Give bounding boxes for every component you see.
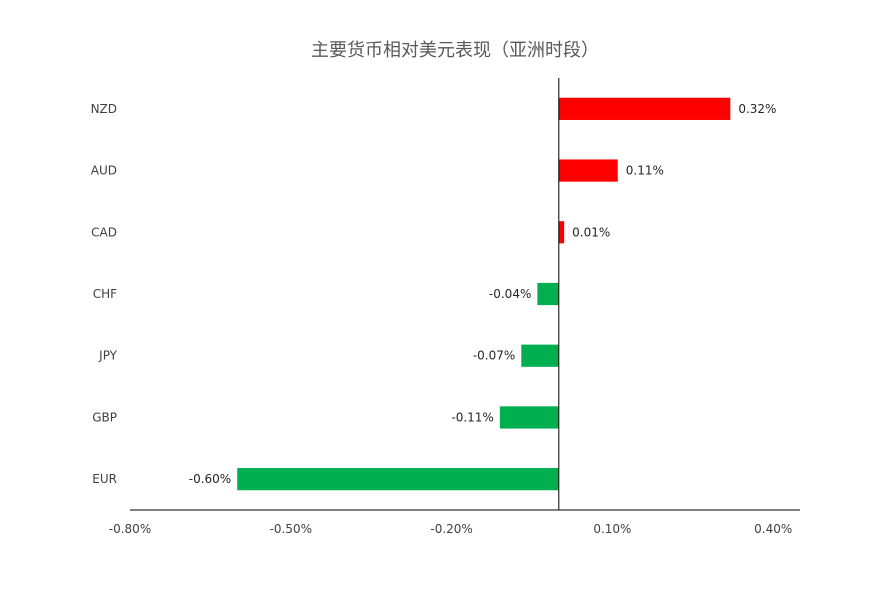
data-label-jpy: -0.07% — [473, 349, 515, 363]
category-label-gbp: GBP — [92, 410, 117, 424]
chart-title: 主要货币相对美元表现（亚洲时段） — [311, 40, 599, 61]
x-tick-label: 0.10% — [593, 522, 631, 536]
data-labels-group: 0.32% 0.11% 0.01% -0.04% -0.07% -0.11% -0.60% — [189, 102, 777, 486]
category-label-eur: EUR — [92, 472, 117, 486]
category-label-cad: CAD — [91, 225, 117, 239]
bars-group — [237, 97, 731, 491]
category-label-nzd: NZD — [91, 102, 117, 116]
data-label-gbp: -0.11% — [451, 410, 493, 424]
category-label-chf: CHF — [93, 287, 117, 301]
data-label-cad: 0.01% — [572, 225, 610, 239]
x-tick-label: -0.20% — [430, 522, 472, 536]
bar-cad — [558, 221, 565, 244]
bar-aud — [558, 159, 618, 182]
data-label-aud: 0.11% — [626, 164, 664, 178]
category-labels-group: NZD AUD CAD CHF JPY GBP EUR — [91, 102, 118, 486]
bar-gbp — [499, 406, 559, 429]
bar-eur — [237, 468, 559, 491]
x-tick-label: -0.80% — [109, 522, 151, 536]
tick-labels-group: -0.80% -0.50% -0.20% 0.10% 0.40% — [109, 522, 792, 536]
data-label-eur: -0.60% — [189, 472, 231, 486]
bar-nzd — [558, 97, 731, 120]
x-tick-label: 0.40% — [754, 522, 792, 536]
axes-group — [130, 78, 800, 511]
data-label-chf: -0.04% — [489, 287, 531, 301]
bar-jpy — [521, 344, 559, 367]
bar-chf — [537, 282, 559, 306]
category-label-jpy: JPY — [98, 349, 118, 363]
data-label-nzd: 0.32% — [738, 102, 776, 116]
x-tick-label: -0.50% — [270, 522, 312, 536]
category-label-aud: AUD — [91, 164, 117, 178]
